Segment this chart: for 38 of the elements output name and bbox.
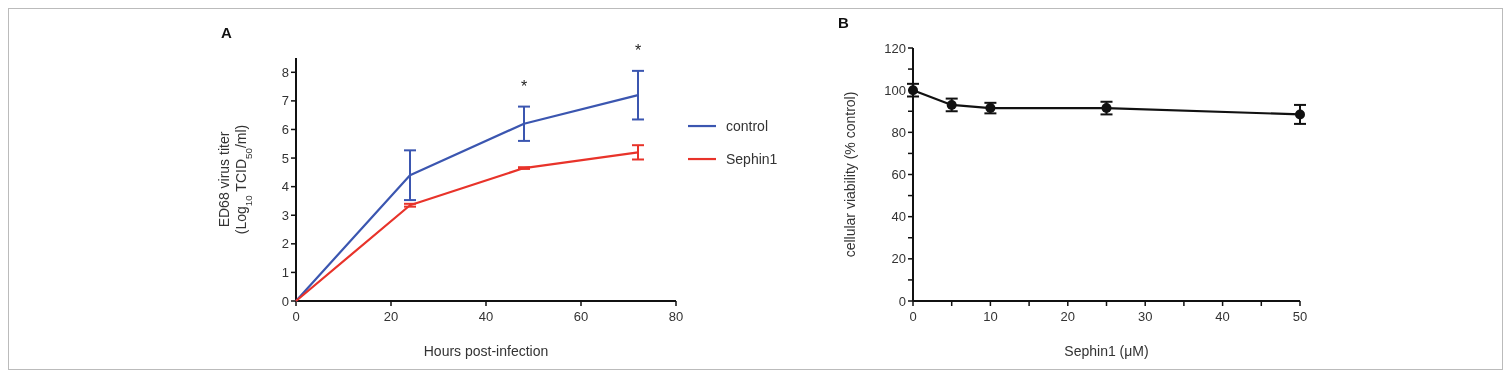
y-tick-label: 5 [281,150,289,166]
chart-title: A [221,24,232,41]
y-tick-label: 20 [891,251,906,267]
x-tick-label: 20 [1060,309,1076,324]
y-tick-label: 60 [891,167,906,182]
x-tick-label: 50 [1292,309,1308,324]
x-tick-label: 40 [478,309,494,324]
x-axis-title: Sephin1 (μM) [1064,343,1149,359]
legend-label: Sephin1 [726,151,778,168]
x-tick-label: 0 [909,309,917,324]
x-tick-label: 60 [573,309,589,324]
y-tick-label: 7 [281,93,289,109]
y-tick-label: 6 [281,121,289,137]
point [1295,109,1305,120]
x-axis-title: Hours post-infection [423,343,549,359]
y-tick-label: 8 [281,64,289,80]
y-tick-label: 0 [281,293,289,309]
y-tick-label: 2 [281,236,289,252]
y-tick-label: 100 [884,82,906,98]
x-tick-label: 20 [383,309,399,324]
y-tick-label: 80 [891,124,906,140]
x-tick-label: 40 [1215,309,1230,324]
x-tick-label: 0 [292,309,300,324]
y-tick-label: 4 [281,179,289,195]
point [908,85,918,96]
annotation: * [634,42,642,60]
y-tick-label: 1 [281,264,289,280]
y-tick-label: 120 [884,40,906,56]
x-tick-label: 10 [983,309,998,324]
annotation: * [520,77,528,95]
chart-title: B [838,14,849,31]
y-axis-title: cellular viability (% control) [842,91,858,258]
y-tick-label: 0 [898,293,906,309]
legend-label: control [726,118,769,135]
y-tick-label: 40 [891,209,906,225]
x-tick-label: 30 [1137,309,1153,324]
y-tick-label: 3 [281,207,289,223]
x-tick-label: 80 [668,309,684,324]
